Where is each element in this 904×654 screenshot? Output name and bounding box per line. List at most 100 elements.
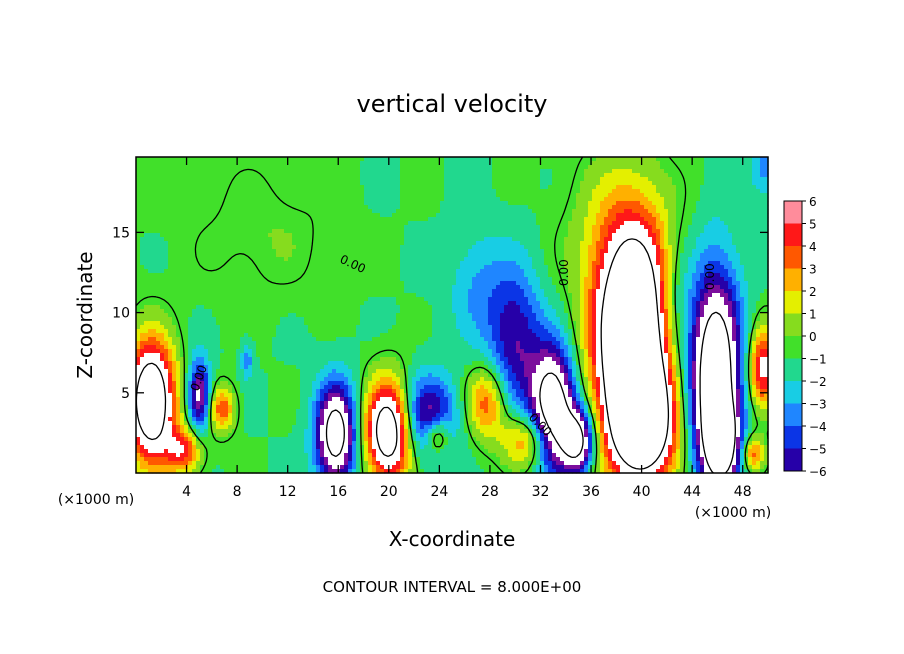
field-cell	[152, 169, 157, 174]
field-cell	[288, 197, 293, 202]
field-cell	[664, 209, 669, 214]
field-cell	[396, 193, 401, 198]
field-cell	[192, 233, 197, 238]
field-cell	[216, 205, 221, 210]
field-cell	[308, 261, 313, 266]
field-cell	[232, 249, 237, 254]
field-cell	[284, 237, 289, 242]
field-cell	[496, 205, 501, 210]
field-cell	[556, 213, 561, 218]
field-cell	[720, 221, 725, 226]
field-cell	[548, 161, 553, 166]
field-cell	[232, 209, 237, 214]
field-cell	[204, 257, 209, 262]
field-cell	[464, 273, 469, 278]
field-cell	[652, 197, 657, 202]
field-cell	[216, 173, 221, 178]
field-cell	[236, 245, 241, 250]
field-cell	[212, 157, 217, 162]
field-cell	[340, 273, 345, 278]
field-cell	[584, 209, 589, 214]
field-cell	[688, 157, 693, 162]
field-cell	[152, 261, 157, 266]
field-cell	[432, 261, 437, 266]
field-cell	[624, 201, 629, 206]
field-cell	[540, 257, 545, 262]
field-cell	[472, 213, 477, 218]
field-cell	[172, 265, 177, 270]
field-cell	[532, 269, 537, 274]
field-cell	[232, 189, 237, 194]
field-cell	[320, 189, 325, 194]
field-cell	[184, 165, 189, 170]
field-cell	[316, 253, 321, 258]
field-cell	[356, 205, 361, 210]
field-cell	[268, 189, 273, 194]
field-cell	[192, 169, 197, 174]
field-cell	[388, 161, 393, 166]
field-cell	[508, 213, 513, 218]
field-cell	[736, 233, 741, 238]
field-cell	[332, 225, 337, 230]
field-cell	[356, 185, 361, 190]
field-cell	[432, 269, 437, 274]
field-cell	[540, 213, 545, 218]
field-cell	[528, 257, 533, 262]
field-cell	[136, 217, 141, 222]
field-cell	[696, 177, 701, 182]
field-cell	[448, 161, 453, 166]
field-cell	[324, 241, 329, 246]
field-cell	[500, 265, 505, 270]
field-cell	[352, 269, 357, 274]
field-cell	[732, 261, 737, 266]
field-cell	[756, 273, 761, 278]
field-cell	[464, 265, 469, 270]
field-cell	[764, 233, 769, 238]
field-cell	[320, 185, 325, 190]
field-cell	[308, 197, 313, 202]
field-cell	[612, 189, 617, 194]
field-cell	[600, 249, 605, 254]
field-cell	[544, 241, 549, 246]
field-cell	[252, 165, 257, 170]
field-cell	[592, 169, 597, 174]
field-cell	[188, 185, 193, 190]
field-cell	[432, 281, 437, 286]
field-cell	[592, 217, 597, 222]
field-cell	[176, 253, 181, 258]
field-cell	[176, 209, 181, 214]
field-cell	[460, 189, 465, 194]
field-cell	[532, 209, 537, 214]
field-cell	[448, 245, 453, 250]
field-cell	[508, 273, 513, 278]
field-cell	[728, 241, 733, 246]
field-cell	[684, 213, 689, 218]
field-cell	[708, 209, 713, 214]
field-cell	[400, 169, 405, 174]
field-cell	[476, 193, 481, 198]
field-cell	[692, 237, 697, 242]
field-cell	[484, 213, 489, 218]
field-cell	[176, 161, 181, 166]
field-cell	[428, 169, 433, 174]
field-cell	[688, 277, 693, 282]
field-cell	[284, 193, 289, 198]
field-cell	[432, 265, 437, 270]
field-cell	[348, 233, 353, 238]
field-cell	[236, 221, 241, 226]
field-cell	[288, 165, 293, 170]
field-cell	[252, 213, 257, 218]
field-cell	[204, 181, 209, 186]
field-cell	[588, 277, 593, 282]
field-cell	[208, 185, 213, 190]
field-cell	[560, 209, 565, 214]
field-cell	[748, 237, 753, 242]
field-cell	[420, 269, 425, 274]
field-cell	[308, 217, 313, 222]
field-cell	[272, 233, 277, 238]
field-cell	[244, 245, 249, 250]
field-cell	[340, 257, 345, 262]
field-cell	[728, 273, 733, 278]
field-cell	[732, 229, 737, 234]
field-cell	[484, 197, 489, 202]
